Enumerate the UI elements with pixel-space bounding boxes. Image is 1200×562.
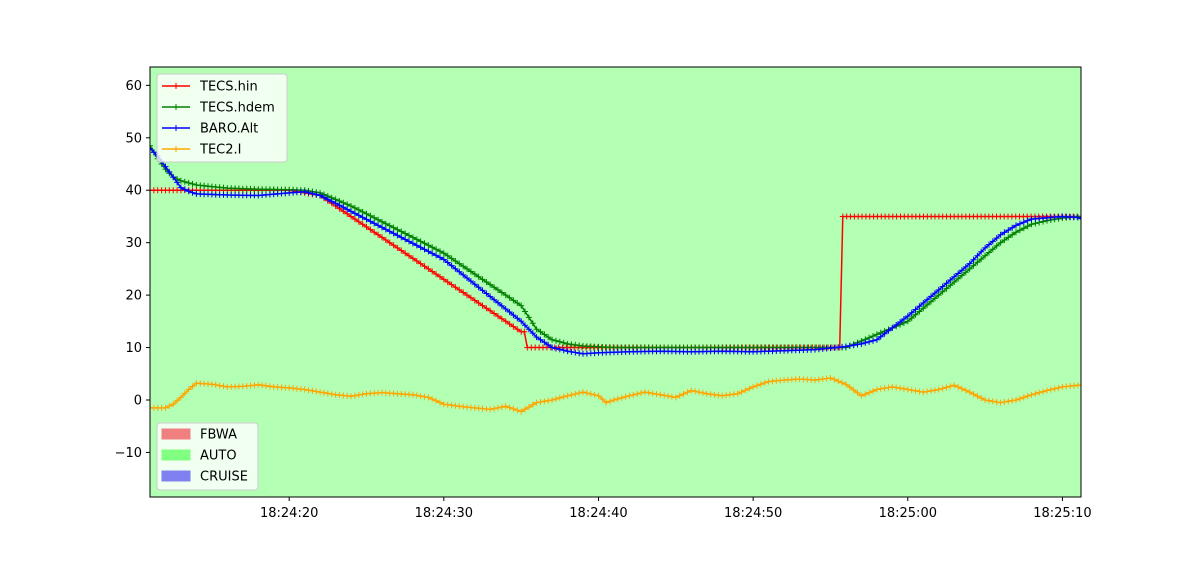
series-markers <box>150 145 1081 357</box>
y-tick-label: 60 <box>125 79 142 94</box>
series-layer <box>150 142 1081 415</box>
series-tecs-hdem <box>150 142 1081 351</box>
legend-label: TECS.hdem <box>199 101 275 116</box>
mode-swatch <box>161 470 191 482</box>
y-tick-label: 0 <box>134 393 142 408</box>
mode-legend: FBWA AUTO CRUISE <box>156 422 259 491</box>
mode-swatch <box>161 428 191 440</box>
legend-marker <box>173 83 179 89</box>
legend-marker <box>173 104 179 110</box>
legend-frame <box>156 73 288 163</box>
y-tick-label: 30 <box>125 236 142 251</box>
y-axis: −10 0 10 20 30 40 50 60 <box>115 79 150 461</box>
mode-label: AUTO <box>200 449 237 464</box>
x-tick-label: 18:25:10 <box>1033 506 1091 521</box>
plot-background <box>150 67 1081 497</box>
legend-marker <box>173 146 179 152</box>
series-markers <box>150 375 1081 415</box>
y-tick-label: 40 <box>125 184 142 199</box>
series-markers <box>150 142 1081 351</box>
legend-label: BARO.Alt <box>200 122 258 137</box>
x-tick-label: 18:24:30 <box>415 506 473 521</box>
x-tick-label: 18:24:40 <box>569 506 627 521</box>
x-tick-label: 18:24:20 <box>260 506 318 521</box>
y-tick-label: −10 <box>115 446 142 461</box>
x-tick-label: 18:24:50 <box>724 506 782 521</box>
series-tec2-i <box>150 375 1081 415</box>
y-tick-label: 50 <box>125 131 142 146</box>
mode-label: FBWA <box>200 428 237 443</box>
legend-label: TECS.hin <box>199 80 258 95</box>
x-tick-label: 18:25:00 <box>879 506 937 521</box>
legend-label: TEC2.I <box>199 143 241 158</box>
mode-swatch <box>161 449 191 461</box>
plot-frame <box>149 66 1082 498</box>
legend-marker <box>173 125 179 131</box>
mode-label: CRUISE <box>200 470 248 485</box>
y-tick-label: 20 <box>125 289 142 304</box>
x-axis: 18:24:20 18:24:30 18:24:40 18:24:50 18:25:00… <box>260 497 1092 521</box>
y-tick-label: 10 <box>125 341 142 356</box>
series-baro-alt <box>150 145 1081 357</box>
series-legend: TECS.hin TECS.hdem BARO.Alt TEC2.I <box>156 73 288 163</box>
